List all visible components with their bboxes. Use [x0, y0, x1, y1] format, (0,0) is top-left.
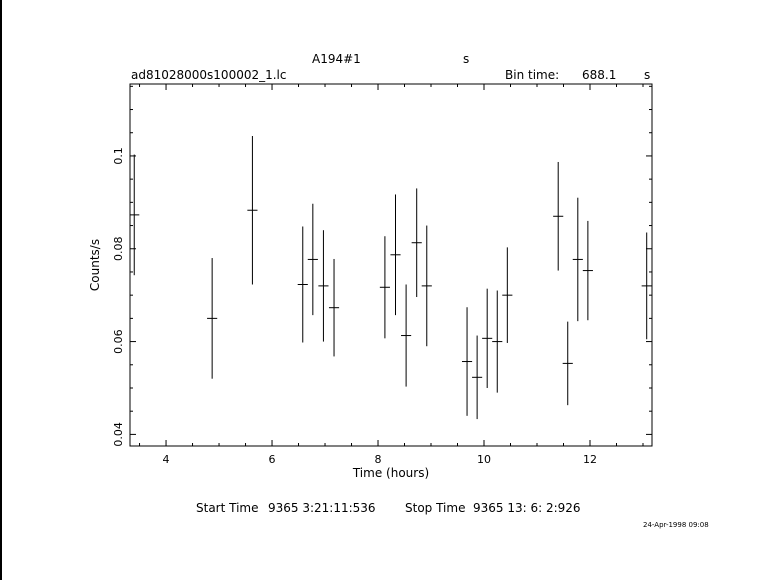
bin-time-label: Bin time:	[505, 68, 560, 82]
y-tick-label: 0.04	[112, 422, 125, 447]
data-point	[472, 335, 483, 420]
left-border-rule	[0, 0, 2, 580]
data-point	[553, 161, 564, 271]
data-points	[130, 135, 652, 420]
data-point	[492, 290, 503, 393]
data-point	[401, 284, 412, 387]
start-time-value: 9365 3:21:11:536	[268, 501, 376, 515]
data-point	[482, 288, 493, 388]
data-point	[130, 154, 140, 276]
data-point	[207, 258, 218, 379]
data-point	[461, 307, 473, 416]
x-tick-label: 6	[269, 453, 276, 466]
start-time-label: Start Time	[196, 501, 259, 515]
data-point	[297, 226, 308, 343]
bin-time-unit: s	[644, 68, 651, 82]
data-point	[318, 230, 329, 342]
y-tick-label: 0.1	[112, 147, 125, 165]
x-axis-label: Time (hours)	[352, 466, 429, 480]
data-point	[390, 194, 401, 316]
x-tick-label: 12	[583, 453, 597, 466]
data-point	[247, 135, 258, 285]
stop-time-value: 9365 13: 6: 2:926	[473, 501, 581, 515]
y-tick-label: 0.06	[112, 329, 125, 354]
data-point	[502, 247, 513, 343]
data-point	[379, 236, 390, 339]
x-tick-label: 4	[163, 453, 170, 466]
y-axis-label: Counts/s	[88, 239, 102, 291]
data-point	[328, 258, 340, 357]
x-tick-label: 8	[375, 453, 382, 466]
date-stamp: 24-Apr-1998 09:08	[643, 521, 709, 529]
x-tick-label: 10	[477, 453, 491, 466]
object-name: A194#1	[312, 52, 361, 66]
plot-frame	[129, 83, 653, 447]
bin-time-value: 688.1	[582, 68, 617, 82]
data-point	[411, 188, 422, 298]
stop-time-label: Stop Time	[405, 501, 466, 515]
file-name: ad81028000s100002_1.lc	[131, 68, 287, 82]
data-point	[641, 232, 652, 340]
data-point	[307, 203, 318, 316]
data-point	[562, 321, 573, 406]
data-point	[572, 197, 583, 322]
y-tick-label: 0.08	[112, 237, 125, 262]
axis-tick-labels: 4 6 8 10 12 0.04 0.06 0.08 0.1	[112, 147, 597, 466]
data-point	[421, 225, 432, 347]
data-point	[582, 220, 593, 321]
object-unit: s	[463, 52, 470, 66]
axis-ticks	[130, 84, 652, 446]
